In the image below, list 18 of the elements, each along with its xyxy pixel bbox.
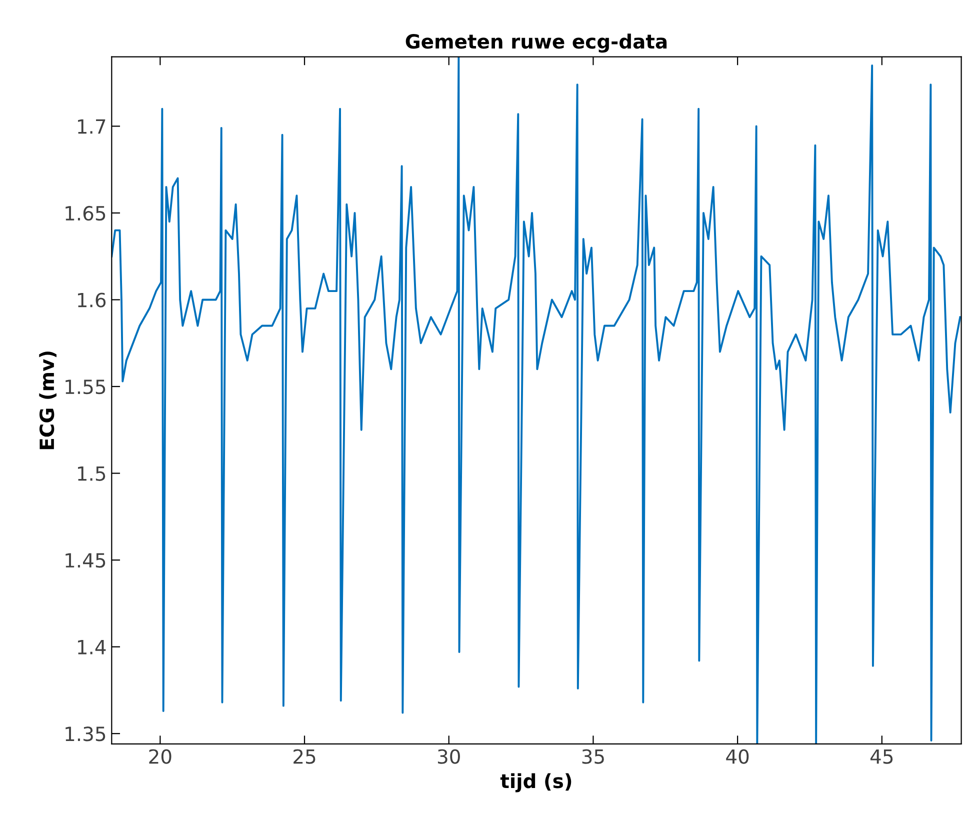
y-tick-label: 1.55	[66, 380, 106, 394]
y-tick-label: 1.6	[78, 292, 106, 308]
x-tick-label: 40	[726, 749, 749, 764]
y-tick-label: 1.7	[78, 119, 106, 134]
chart-title: Gemeten ruwe ecg-data	[406, 34, 667, 53]
x-tick-label: 20	[149, 749, 172, 764]
y-tick-label: 1.45	[66, 553, 106, 568]
y-tick-label: 1.5	[78, 466, 106, 481]
x-tick-label: 45	[870, 749, 893, 764]
x-tick-label: 30	[438, 749, 460, 764]
y-tick-label: 1.35	[66, 726, 106, 742]
y-axis-title: ECG (mv)	[39, 352, 56, 450]
x-tick-label: 25	[294, 749, 316, 764]
y-tick-label: 1.65	[66, 206, 106, 221]
x-tick-label: 35	[582, 749, 604, 764]
y-tick-label: 1.4	[78, 640, 106, 654]
line-series	[112, 56, 962, 744]
x-axis-title: tijd (s)	[500, 773, 572, 792]
